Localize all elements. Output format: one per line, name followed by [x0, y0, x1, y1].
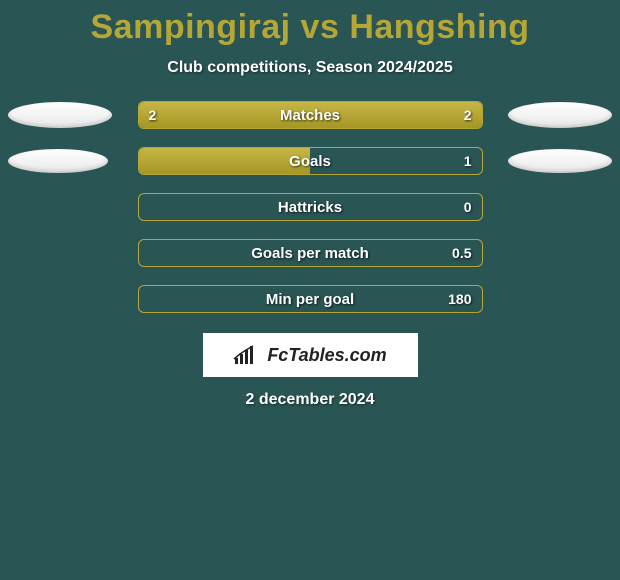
page-title: Sampingiraj vs Hangshing	[0, 0, 620, 47]
bar-track: 2 Matches 2	[138, 101, 483, 129]
bar-track: Hattricks 0	[138, 193, 483, 221]
page-subtitle: Club competitions, Season 2024/2025	[0, 59, 620, 77]
stat-right-value: 0	[454, 194, 482, 220]
stat-right-value: 0.5	[442, 240, 481, 266]
bar-fill-left	[139, 148, 311, 174]
right-ellipse-icon	[508, 102, 612, 128]
stat-label: Hattricks	[139, 194, 482, 220]
stat-row: Hattricks 0	[0, 193, 620, 221]
stat-row: Goals per match 0.5	[0, 239, 620, 267]
bar-track: Goals 1	[138, 147, 483, 175]
bar-track: Goals per match 0.5	[138, 239, 483, 267]
stat-left-value	[139, 286, 159, 312]
stat-row: 2 Matches 2	[0, 101, 620, 129]
left-ellipse-icon	[8, 102, 112, 128]
fctables-logo[interactable]: FcTables.com	[203, 333, 418, 377]
bar-chart-icon	[233, 344, 261, 366]
stat-left-value	[139, 240, 159, 266]
page-date: 2 december 2024	[0, 391, 620, 409]
stat-label: Goals per match	[139, 240, 482, 266]
stat-left-value	[139, 194, 159, 220]
stat-label: Min per goal	[139, 286, 482, 312]
right-ellipse-icon	[508, 149, 612, 173]
bar-track: Min per goal 180	[138, 285, 483, 313]
logo-text: FcTables.com	[267, 345, 386, 366]
stats-rows: 2 Matches 2 Goals 1 Hattricks 0	[0, 101, 620, 313]
stat-row: Goals 1	[0, 147, 620, 175]
left-ellipse-icon	[8, 149, 108, 173]
bar-fill-left	[139, 102, 482, 128]
stat-right-value: 180	[438, 286, 481, 312]
stat-row: Min per goal 180	[0, 285, 620, 313]
stat-right-value: 1	[454, 148, 482, 174]
